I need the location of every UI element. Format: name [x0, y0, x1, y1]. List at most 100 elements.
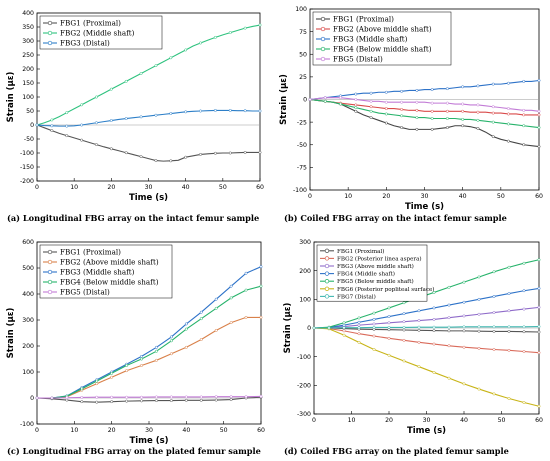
- data-point: [461, 117, 465, 121]
- data-point: [125, 364, 129, 367]
- data-point: [95, 143, 98, 147]
- legend-marker-4: [320, 46, 326, 52]
- x-tick-label: 0: [308, 193, 312, 200]
- legend-label-5: FBG5 (Distal): [60, 288, 110, 297]
- data-point: [415, 127, 419, 131]
- y-axis-title: Strain (µε): [279, 74, 289, 125]
- data-point: [477, 346, 481, 350]
- data-point: [372, 311, 376, 315]
- data-point: [507, 325, 511, 329]
- data-point: [522, 261, 526, 265]
- panel-b: 0 10 20 30 40 50 60 -100 -75 -50 -25 0 25 50 75 100 Time…: [279, 6, 543, 212]
- data-point: [228, 31, 232, 35]
- data-point: [477, 325, 481, 329]
- data-point: [354, 103, 358, 107]
- data-point: [244, 288, 248, 292]
- legend-label-1: FBG1 (Proximal): [337, 248, 384, 255]
- series-line-1: [309, 98, 540, 148]
- data-point: [199, 395, 203, 399]
- data-point: [155, 345, 158, 349]
- data-point: [432, 342, 436, 346]
- x-tick-label: 60: [256, 184, 264, 191]
- data-point: [522, 124, 526, 128]
- data-point: [445, 87, 449, 91]
- series-line-2: [313, 327, 540, 354]
- data-point: [80, 387, 84, 391]
- x-axis-title: Time (s): [407, 426, 446, 436]
- y-tick-label: 300: [22, 38, 34, 45]
- data-point: [372, 325, 376, 329]
- data-point: [214, 398, 218, 402]
- y-tick-label: 500: [22, 265, 34, 272]
- panel-d: 0 10 20 30 40 50 60 -300 -200 -100 0 100 200 300 Time …: [283, 239, 543, 436]
- legend-marker-2: [47, 30, 53, 36]
- data-point: [354, 109, 358, 113]
- series-line-7: [314, 326, 540, 329]
- data-point: [462, 280, 466, 284]
- legend-label-3: FBG3 (Distal): [60, 39, 110, 48]
- series-line-2: [36, 24, 261, 126]
- data-point: [402, 312, 406, 316]
- data-point: [65, 396, 69, 400]
- data-point: [491, 120, 495, 124]
- data-point: [461, 85, 465, 89]
- legend-marker-5: [324, 279, 330, 284]
- x-tick-label: 40: [182, 184, 190, 191]
- data-point: [537, 113, 541, 117]
- series-line-5: [37, 395, 262, 399]
- data-point: [369, 109, 373, 113]
- legend-marker-3: [324, 263, 330, 269]
- data-point: [537, 145, 541, 149]
- data-point: [169, 159, 173, 163]
- legend-label-1: FBG1 (Proximal): [60, 248, 121, 257]
- data-point: [110, 400, 114, 404]
- data-point: [372, 334, 376, 338]
- data-point: [342, 321, 346, 325]
- series-line-1: [36, 124, 260, 162]
- data-point: [432, 370, 436, 374]
- legend-label-7: FBG7 (Distal): [337, 293, 376, 300]
- data-point: [80, 138, 84, 142]
- y-tick-label: 0: [303, 97, 307, 104]
- data-point: [507, 309, 511, 313]
- x-tick-label: 30: [145, 427, 153, 434]
- caption-c: (c) Longitudinal FBG array on the plated…: [7, 446, 261, 456]
- data-point: [462, 345, 466, 349]
- data-point: [228, 151, 232, 155]
- data-point: [522, 330, 526, 334]
- legend-marker-1: [320, 16, 326, 22]
- x-tick-label: 30: [423, 417, 431, 424]
- data-point: [154, 159, 158, 163]
- legend-label-1: FBG1 (Proximal): [333, 15, 394, 24]
- series-line-4: [313, 287, 540, 329]
- panel-a: 0 10 20 30 40 50 60 -200 -150 -100 -50 0 50 100 150 200…: [6, 10, 264, 203]
- y-tick-label: -100: [297, 354, 311, 361]
- data-point: [445, 117, 449, 120]
- data-point: [387, 328, 391, 332]
- y-tick-label: -300: [297, 411, 311, 418]
- data-point: [124, 151, 128, 155]
- data-point: [125, 399, 129, 403]
- y-tick-label: -50: [297, 142, 307, 149]
- data-point: [492, 311, 496, 314]
- data-point: [430, 109, 434, 113]
- data-point: [402, 325, 406, 329]
- data-point: [492, 325, 496, 329]
- data-point: [95, 400, 99, 404]
- series-line-6: [313, 327, 540, 407]
- data-point: [476, 127, 480, 130]
- data-point: [476, 103, 480, 107]
- data-point: [95, 382, 99, 386]
- y-tick-label: 0: [30, 395, 34, 402]
- data-point: [476, 110, 480, 114]
- data-point: [476, 118, 480, 122]
- data-point: [400, 114, 404, 118]
- data-point: [507, 122, 510, 126]
- data-point: [259, 265, 263, 269]
- data-point: [507, 107, 510, 111]
- data-point: [522, 350, 526, 353]
- data-point: [169, 335, 173, 339]
- y-tick-label: 100: [22, 94, 34, 101]
- legend-label-2: FBG2 (Above middle shaft): [333, 25, 432, 34]
- data-point: [476, 84, 480, 88]
